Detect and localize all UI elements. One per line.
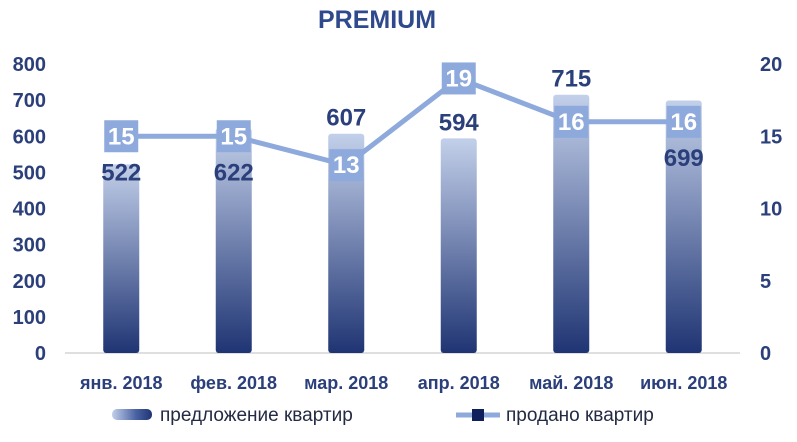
x-axis: янв. 2018 фев. 2018 мар. 2018 апр. 2018 май.… [79, 373, 727, 393]
line-point-label-box [554, 105, 589, 138]
line-point-label-box [441, 62, 476, 95]
bar-data-label: 622 [214, 159, 254, 186]
bar [665, 100, 702, 353]
y-left-tick-label: 700 [13, 90, 46, 112]
y-right-tick-label: 15 [760, 126, 782, 148]
legend-line-label: продано квартир [506, 405, 654, 426]
bar [440, 138, 477, 353]
bar-data-label: 715 [551, 66, 591, 93]
bar-data-label: 607 [326, 105, 366, 132]
line-point-label-box [104, 120, 139, 153]
y-left-axis: 0 100 200 300 400 500 600 700 800 [13, 54, 46, 365]
y-right-tick-label: 20 [760, 54, 782, 76]
x-tick-label: май. 2018 [529, 373, 613, 393]
bar-series [103, 94, 702, 354]
legend-item-line: продано квартир [456, 405, 654, 426]
y-right-tick-label: 0 [760, 343, 771, 365]
legend-bar-label: предложение квартир [160, 405, 353, 426]
line-data-label: 15 [220, 123, 247, 150]
x-tick-label: янв. 2018 [79, 373, 163, 393]
line-series: 15 15 13 19 16 16 [104, 62, 701, 182]
bar [553, 94, 590, 354]
x-tick-label: июн. 2018 [640, 373, 727, 393]
line-data-label: 16 [558, 109, 585, 136]
y-right-tick-label: 5 [760, 271, 771, 293]
y-left-tick-label: 300 [13, 235, 46, 257]
chart-title: PREMIUM [318, 6, 436, 34]
x-tick-label: апр. 2018 [418, 373, 500, 393]
x-tick-label: мар. 2018 [304, 373, 388, 393]
line-data-label: 13 [333, 152, 360, 179]
y-left-tick-label: 600 [13, 126, 46, 148]
y-left-tick-label: 800 [13, 54, 46, 76]
line-point-label-box [329, 149, 364, 182]
y-right-axis: 0 5 10 15 20 [760, 54, 782, 365]
legend-bar-swatch [112, 409, 152, 420]
y-left-tick-label: 0 [35, 343, 46, 365]
bar [215, 128, 252, 353]
bar-labels: 522 622 607 594 715 699 [101, 66, 704, 187]
series-line [121, 75, 684, 168]
y-left-tick-label: 200 [13, 271, 46, 293]
y-left-tick-label: 100 [13, 307, 46, 329]
bar [328, 133, 365, 353]
bar-data-label: 699 [664, 145, 704, 172]
legend-line-marker [472, 409, 484, 421]
y-left-tick-label: 500 [13, 162, 46, 184]
legend: предложение квартир продано квартир [112, 405, 654, 426]
line-data-label: 16 [670, 109, 697, 136]
legend-item-bar: предложение квартир [112, 405, 353, 426]
x-tick-label: фев. 2018 [190, 373, 277, 393]
line-point-label-box [666, 105, 701, 138]
line-data-label: 15 [108, 123, 135, 150]
line-data-label: 19 [445, 65, 472, 92]
y-right-tick-label: 10 [760, 199, 782, 221]
bar-data-label: 594 [439, 109, 480, 136]
bar-data-label: 522 [101, 159, 141, 186]
line-point-label-box [216, 120, 251, 153]
y-left-tick-label: 400 [13, 199, 46, 221]
bar [103, 164, 140, 353]
